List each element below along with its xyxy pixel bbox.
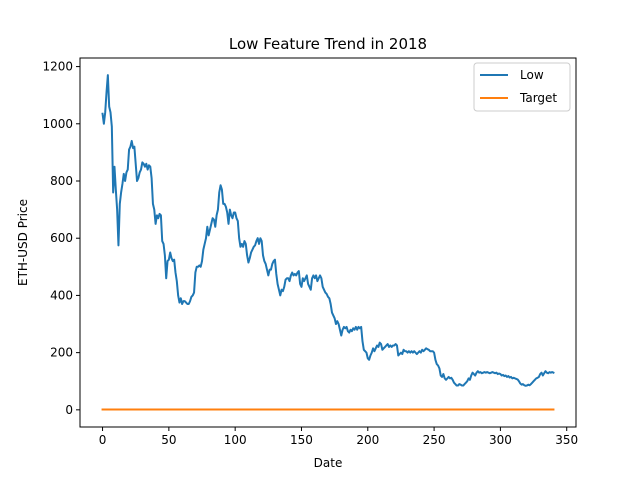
chart-title: Low Feature Trend in 2018 [229, 35, 427, 53]
y-tick-label: 400 [50, 288, 73, 302]
y-tick-label: 1200 [42, 60, 73, 74]
legend-label-target: Target [519, 91, 557, 105]
x-tick-label: 250 [423, 433, 446, 447]
y-axis-label: ETH-USD Price [16, 199, 30, 286]
x-tick-label: 150 [290, 433, 313, 447]
legend-label-low: Low [520, 68, 544, 82]
x-tick-label: 350 [555, 433, 578, 447]
x-tick-label: 200 [356, 433, 379, 447]
x-axis-ticks: 0 50 100 150 200 250 300 350 [99, 427, 578, 447]
x-tick-label: 0 [99, 433, 107, 447]
x-tick-label: 300 [489, 433, 512, 447]
legend: Low Target [473, 62, 571, 112]
x-tick-label: 50 [161, 433, 176, 447]
y-tick-label: 1000 [42, 117, 73, 131]
y-tick-label: 600 [50, 231, 73, 245]
y-axis-ticks: 0 200 400 600 800 1000 1200 [42, 60, 80, 417]
series-line-low [101, 74, 555, 387]
x-axis-label: Date [314, 456, 343, 470]
plot-area [80, 58, 576, 427]
plot-frame [79, 57, 577, 428]
series-layer [101, 74, 555, 411]
y-tick-label: 200 [50, 346, 73, 360]
y-tick-label: 800 [50, 174, 73, 188]
y-tick-label: 0 [65, 403, 73, 417]
x-tick-label: 100 [224, 433, 247, 447]
